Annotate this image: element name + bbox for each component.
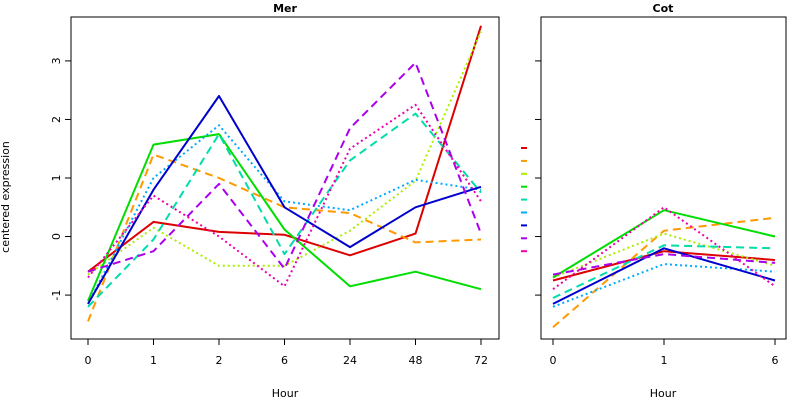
- series-lines-cot: [552, 206, 776, 329]
- series-line-cot-4: [552, 209, 776, 279]
- y-axis-cot: [535, 60, 541, 296]
- y-axis-label: centered expression: [0, 141, 12, 253]
- y-tick-label: -1: [50, 290, 63, 301]
- series-line-mer-5: [87, 112, 482, 308]
- series-line-cot-1: [552, 250, 776, 282]
- x-tick-label-cot: 6: [772, 354, 779, 367]
- series-line-mer-7: [87, 95, 482, 305]
- series-line-mer-1: [87, 25, 482, 273]
- x-tick-label-mer: 24: [343, 354, 357, 367]
- x-axis-mer: 0 1 2 6 24 48 72: [85, 339, 488, 367]
- series-line-cot-9: [552, 206, 776, 291]
- x-tick-label-mer: 0: [85, 354, 92, 367]
- x-tick-label-mer: 1: [150, 354, 157, 367]
- series-line-cot-7: [552, 247, 776, 305]
- y-tick-label: 3: [50, 57, 63, 64]
- x-tick-label-cot: 0: [550, 354, 557, 367]
- legend: [521, 147, 527, 253]
- series-line-cot-3: [552, 232, 776, 279]
- x-axis-cot: 0 1 6: [550, 339, 779, 367]
- series-lines-mer: [87, 25, 482, 322]
- y-tick-label: 1: [50, 175, 63, 182]
- chart-title-mer: Mer: [273, 2, 297, 15]
- series-line-mer-9: [87, 103, 482, 288]
- series-line-cot-8: [552, 253, 776, 276]
- chart-title-cot: Cot: [653, 2, 674, 15]
- series-line-mer-6: [87, 124, 482, 305]
- series-line-mer-3: [87, 31, 482, 276]
- series-line-cot-5: [552, 244, 776, 299]
- y-tick-label: 0: [50, 233, 63, 240]
- x-tick-label-mer: 6: [281, 354, 288, 367]
- y-tick-label: 2: [50, 116, 63, 123]
- y-axis-mer: -1 0 1 2 3: [50, 57, 71, 301]
- plot-frame-mer: [70, 16, 500, 340]
- x-tick-label-cot: 1: [661, 354, 668, 367]
- series-line-mer-8: [87, 61, 482, 273]
- series-line-mer-2: [87, 153, 482, 322]
- x-axis-label-cot: Hour: [650, 387, 677, 400]
- x-tick-label-mer: 48: [409, 354, 423, 367]
- series-line-mer-4: [87, 133, 482, 302]
- panel-mer: Mer Hour centered expression -1 0 1 2 3 0 1 2 6…: [0, 2, 500, 400]
- panel-cot: Cot Hour 0 1 6: [535, 2, 787, 400]
- x-tick-label-mer: 2: [216, 354, 223, 367]
- x-tick-label-mer: 72: [474, 354, 488, 367]
- x-axis-label-mer: Hour: [272, 387, 299, 400]
- series-line-cot-2: [552, 216, 776, 329]
